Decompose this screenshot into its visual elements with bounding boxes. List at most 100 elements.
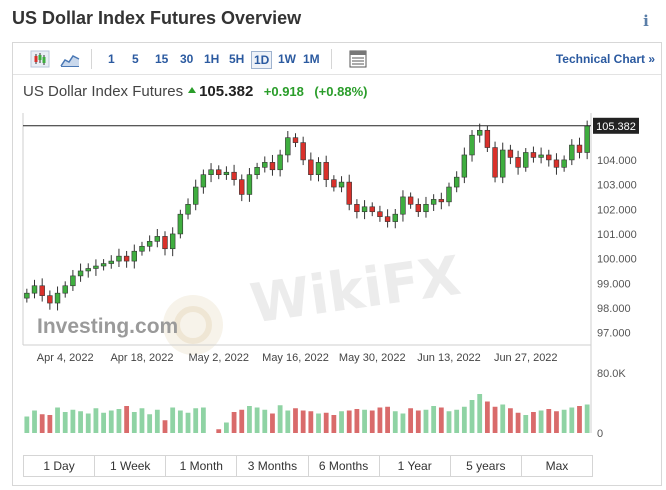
candle-body — [369, 206, 375, 213]
volume-bar — [385, 406, 390, 433]
timeframe-1[interactable]: 1 — [108, 52, 115, 66]
volume-bar — [300, 410, 306, 433]
candle-body — [285, 137, 291, 156]
volume-bar — [231, 412, 237, 433]
volume-bar — [362, 409, 367, 433]
volume-bar — [308, 411, 314, 433]
y-tick-label: 104.000 — [597, 155, 637, 167]
instrument-name: US Dollar Index Futures — [23, 83, 184, 100]
price-chart[interactable]: WikiFX Investing.com 105.382 104.000 103.00… — [13, 43, 661, 443]
volume-bar — [469, 400, 475, 433]
x-tick-label: Jun 27, 2022 — [494, 352, 558, 364]
range-1-week[interactable]: 1 Week — [95, 456, 167, 476]
axis-labels: 105.382 104.000 103.000 102.000 101.000 100.0… — [37, 117, 639, 440]
range-6-months[interactable]: 6 Months — [308, 456, 380, 476]
wikifx-watermark: WikiFX — [247, 244, 465, 336]
price-change-percent: (+0.88%) — [314, 84, 368, 99]
volume-bar — [32, 410, 37, 433]
candle-body — [361, 206, 368, 213]
candle-body — [54, 292, 61, 304]
volume-bar — [577, 406, 582, 433]
volume-bar — [139, 408, 145, 433]
candle-body — [477, 129, 483, 136]
timeframe-1h[interactable]: 1H — [204, 52, 220, 66]
volume-bar — [538, 410, 544, 433]
volume-bar — [431, 406, 437, 433]
volume-bar — [354, 409, 360, 433]
candle-body — [576, 144, 583, 153]
candle-body — [407, 196, 414, 205]
volume-bar — [185, 412, 191, 433]
timeframe-1w[interactable]: 1W — [278, 52, 296, 66]
table-icon[interactable] — [347, 50, 369, 68]
candle-body — [446, 186, 452, 203]
candle-body — [100, 263, 107, 267]
volume-bar — [408, 408, 414, 433]
timeframe-15[interactable]: 15 — [155, 52, 169, 66]
volume-bar — [93, 408, 99, 433]
range-selector: 1 Day 1 Week 1 Month 3 Months 6 Months 1… — [23, 455, 593, 477]
range-1-day[interactable]: 1 Day — [24, 456, 96, 476]
range-5-years[interactable]: 5 years — [450, 456, 522, 476]
candle-body — [231, 171, 237, 180]
candle-body — [315, 162, 322, 176]
volume-bar — [224, 422, 229, 433]
candle-body — [77, 270, 84, 277]
area-chart-icon[interactable] — [59, 50, 81, 68]
y-tick-label: 100.000 — [597, 254, 637, 266]
timeframe-1m[interactable]: 1M — [303, 52, 320, 66]
technical-chart-link[interactable]: Technical Chart » — [555, 52, 655, 66]
volume-bar — [239, 409, 245, 433]
last-price-label: 105.382 — [596, 121, 636, 133]
range-3-months[interactable]: 3 Months — [237, 456, 309, 476]
timeframe-1d[interactable]: 1D — [251, 51, 273, 69]
volume-bar — [116, 409, 122, 433]
volume-bar — [262, 409, 268, 433]
volume-bar — [492, 406, 498, 433]
candle-body — [131, 250, 137, 262]
candle-body — [139, 245, 145, 252]
x-tick-label: Apr 18, 2022 — [110, 352, 173, 364]
candle-body — [423, 204, 429, 213]
y-tick-label: 101.000 — [597, 229, 637, 241]
volume-bar — [508, 408, 513, 433]
info-icon[interactable]: i — [643, 12, 649, 30]
candle-body — [239, 179, 245, 195]
chart-panel: 1 5 15 30 1H 5H 1D 1W 1M Technical Chart… — [12, 42, 662, 486]
range-max[interactable]: Max — [521, 456, 592, 476]
candle-body — [469, 134, 475, 156]
y-tick-label: 99.000 — [597, 278, 631, 290]
timeframe-30[interactable]: 30 — [180, 52, 194, 66]
candle-body — [300, 142, 306, 161]
timeframe-5h[interactable]: 5H — [229, 52, 245, 66]
candle-body — [561, 159, 567, 168]
volume-bar — [277, 405, 283, 433]
volume-bar — [500, 404, 506, 433]
watermark-layer: WikiFX Investing.com — [37, 244, 464, 355]
candle-body — [169, 233, 176, 250]
volume-bar — [162, 420, 168, 433]
range-1-year[interactable]: 1 Year — [379, 456, 451, 476]
candle-body — [47, 295, 53, 304]
candlestick-chart-icon[interactable] — [29, 50, 51, 68]
watermark-logo-circle — [163, 295, 223, 355]
candle-body — [415, 204, 421, 213]
timeframe-5[interactable]: 5 — [132, 52, 139, 66]
last-price: 105.382 — [199, 83, 254, 100]
volume-bar — [177, 410, 183, 433]
candle-body — [123, 255, 130, 262]
candle-body — [108, 260, 114, 264]
volume-bar — [446, 411, 452, 433]
candle-body — [277, 154, 283, 171]
candle-body — [62, 285, 68, 294]
volume-bar — [400, 413, 406, 433]
range-1-month[interactable]: 1 Month — [166, 456, 238, 476]
candle-body — [584, 125, 590, 153]
volume-bar — [369, 410, 375, 433]
candle-body — [384, 216, 391, 222]
candle-body — [193, 186, 199, 205]
x-tick-label: May 2, 2022 — [188, 352, 249, 364]
candle-body — [308, 159, 314, 176]
x-tick-label: Apr 4, 2022 — [37, 352, 94, 364]
candle-body — [546, 154, 552, 161]
